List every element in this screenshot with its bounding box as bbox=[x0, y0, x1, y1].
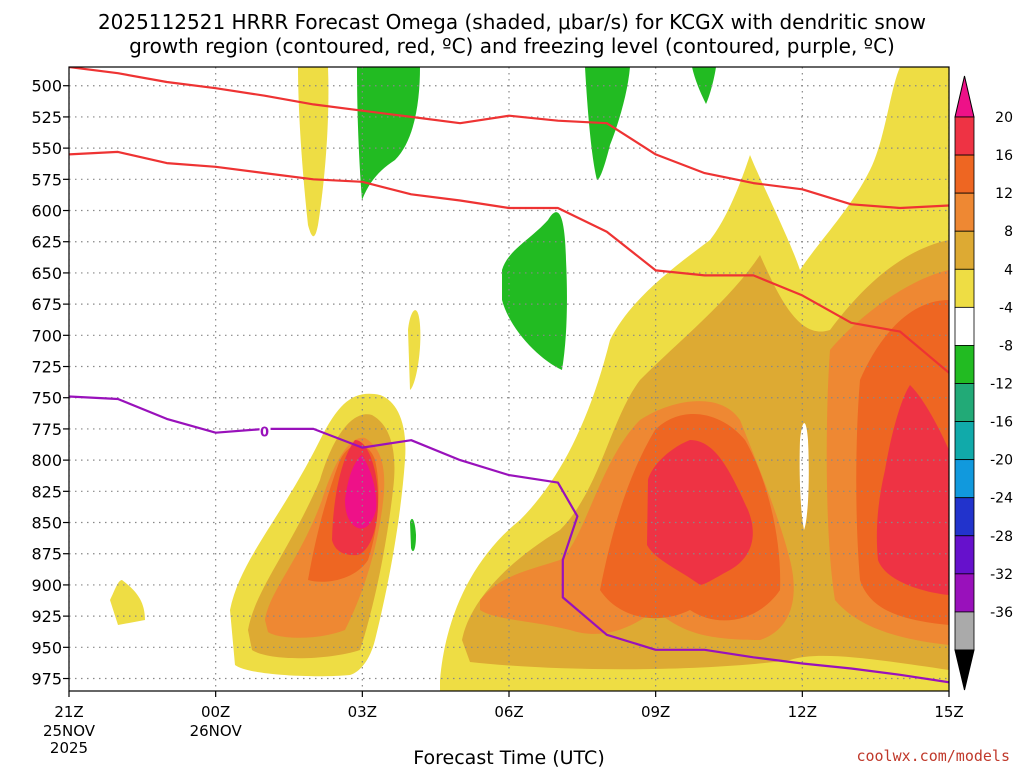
y-tick-label: 800 bbox=[31, 451, 62, 470]
colorbar-swatch bbox=[954, 459, 975, 499]
x-tick-sublabel: 2025 bbox=[50, 739, 88, 757]
freezing_level-contour bbox=[69, 395, 949, 684]
colorbar-label: -28 bbox=[990, 529, 1013, 545]
y-tick-label: 775 bbox=[31, 420, 62, 439]
x-tick-label: 15Z bbox=[934, 703, 963, 721]
x-tick-label: 06Z bbox=[494, 703, 523, 721]
contours: 0 bbox=[69, 67, 949, 684]
x-tick-label: 12Z bbox=[788, 703, 817, 721]
x-tick-label: 00Z bbox=[201, 703, 230, 721]
grid-lines bbox=[69, 67, 949, 691]
y-tick-label: 875 bbox=[31, 545, 62, 564]
omega-shade-white bbox=[799, 423, 809, 530]
dgz_lower-contour bbox=[69, 150, 949, 374]
colorbar-label: -20 bbox=[990, 453, 1013, 469]
y-tick-label: 925 bbox=[31, 607, 62, 626]
omega-shade-green bbox=[502, 212, 567, 370]
y-tick-label: 825 bbox=[31, 482, 62, 501]
y-tick-label: 750 bbox=[31, 389, 62, 408]
omega-shade-magenta bbox=[345, 455, 377, 529]
colorbar-label: -4 bbox=[999, 300, 1013, 316]
omega-shade-green bbox=[357, 67, 420, 200]
colorbar-label: 12 bbox=[995, 186, 1013, 202]
colorbar-swatch bbox=[954, 306, 975, 346]
omega-shade-green bbox=[410, 518, 416, 552]
colorbar-label: 8 bbox=[1004, 224, 1013, 240]
omega-shade-4-8 bbox=[110, 580, 145, 625]
colorbar-swatch bbox=[954, 573, 975, 613]
omega-shade-4-8 bbox=[408, 310, 421, 390]
y-tick-label: 600 bbox=[31, 202, 62, 221]
y-tick-label: 550 bbox=[31, 139, 62, 158]
colorbar-top-arrow bbox=[954, 75, 975, 118]
omega-shade-green bbox=[692, 67, 716, 104]
chart-title-line2: growth region (contoured, red, ºC) and f… bbox=[129, 34, 895, 58]
y-tick-label: 950 bbox=[31, 638, 62, 657]
colorbar-swatch bbox=[954, 192, 975, 232]
x-tick-sublabel: 25NOV bbox=[43, 722, 96, 740]
y-tick-label: 625 bbox=[31, 233, 62, 252]
colorbar-swatch bbox=[954, 535, 975, 575]
colorbar-swatch bbox=[954, 497, 975, 537]
omega-shade-red bbox=[647, 440, 753, 585]
contour-label: 0 bbox=[260, 425, 269, 440]
y-tick-label: 975 bbox=[31, 670, 62, 689]
omega-shade-red bbox=[876, 385, 949, 595]
colorbar-swatch bbox=[954, 268, 975, 308]
omega-shade-4-8 bbox=[298, 67, 329, 237]
x-tick-label: 09Z bbox=[641, 703, 670, 721]
contour-label-bg bbox=[259, 422, 271, 439]
y-tick-label: 500 bbox=[31, 77, 62, 96]
colorbar-label: 20 bbox=[995, 110, 1013, 126]
dgz_upper-contour bbox=[69, 67, 949, 210]
x-tick-label: 03Z bbox=[348, 703, 377, 721]
colorbar-label: -12 bbox=[990, 377, 1013, 393]
colorbar-swatch bbox=[954, 116, 975, 156]
credit-text: coolwx.com/models bbox=[856, 747, 1010, 765]
y-tick-label: 675 bbox=[31, 295, 62, 314]
y-tick-label: 725 bbox=[31, 358, 62, 377]
colorbar-label: -8 bbox=[999, 338, 1013, 354]
chart-title-line1: 2025112521 HRRR Forecast Omega (shaded, … bbox=[98, 10, 926, 34]
colorbar-swatch bbox=[954, 154, 975, 194]
x-tick-sublabel: 26NOV bbox=[190, 722, 243, 740]
y-tick-label: 525 bbox=[31, 108, 62, 127]
colorbar-swatch bbox=[954, 421, 975, 461]
colorbar-swatch bbox=[954, 383, 975, 422]
y-tick-label: 650 bbox=[31, 264, 62, 283]
colorbar: 20 16 12 8 4 -4 -8 -12 -16 -20 -24 -28 -32 -36 bbox=[954, 75, 1013, 691]
colorbar-swatch bbox=[954, 230, 975, 270]
colorbar-label: 16 bbox=[995, 148, 1013, 164]
y-tick-label: 700 bbox=[31, 326, 62, 345]
y-tick-label: 850 bbox=[31, 514, 62, 533]
colorbar-swatch bbox=[954, 611, 975, 651]
colorbar-label: -16 bbox=[990, 415, 1013, 431]
x-tick-label: 21Z bbox=[54, 703, 83, 721]
colorbar-swatch bbox=[954, 345, 975, 384]
colorbar-label: -24 bbox=[990, 491, 1013, 507]
omega-shading bbox=[110, 67, 949, 691]
colorbar-label: 4 bbox=[1004, 262, 1013, 278]
colorbar-bottom-arrow bbox=[954, 649, 975, 691]
y-tick-label: 900 bbox=[31, 576, 62, 595]
y-axis-ticks: 500 525 550 575 600 625 650 675 700 725 750 775 800 8… bbox=[31, 77, 69, 689]
colorbar-label: -36 bbox=[990, 605, 1013, 621]
x-axis-label: Forecast Time (UTC) bbox=[413, 747, 604, 768]
colorbar-label: -32 bbox=[990, 567, 1013, 583]
y-tick-label: 575 bbox=[31, 170, 62, 189]
